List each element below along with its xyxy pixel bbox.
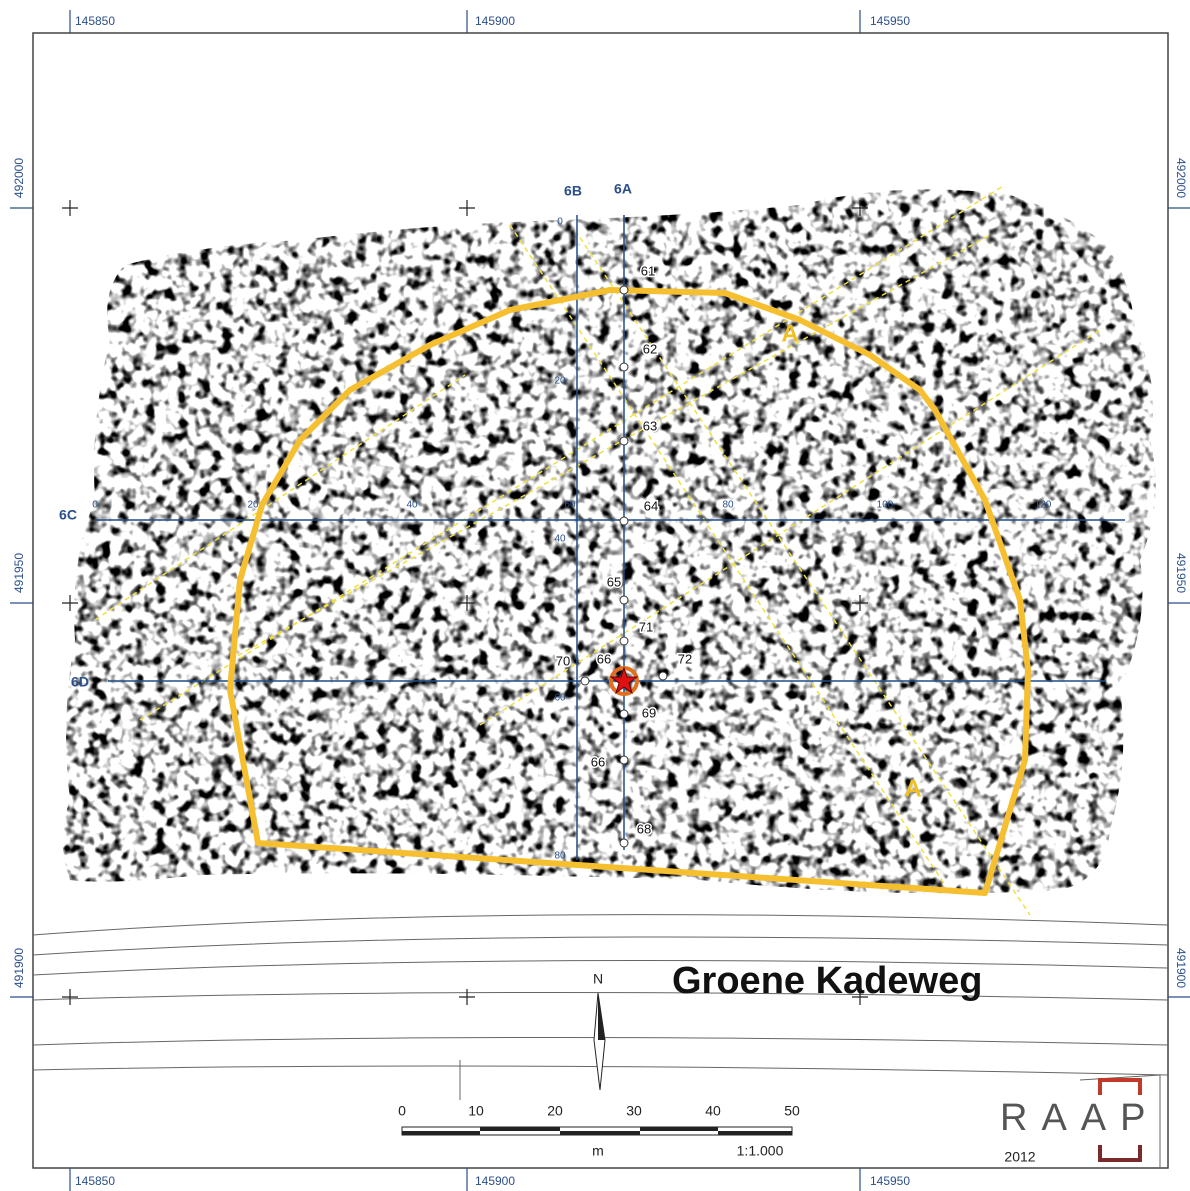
sample-point [619,595,629,605]
scale-unit: m [592,1143,604,1159]
y-coord-right: 492000 [1174,158,1188,198]
scale-tick-label: 30 [626,1103,642,1119]
x-coord-bottom: 145950 [870,1174,910,1188]
find-marker [609,666,639,696]
scale-tick-label: 0 [398,1103,406,1119]
chainage-label: 60 [564,500,576,511]
profile-label: 6C [59,507,77,523]
sample-point [619,838,629,848]
chainage-label: 100 [877,500,894,511]
point-label: 61 [641,263,655,278]
zone-label: A [781,320,798,347]
profile-label: 6A [614,181,632,197]
x-coord-top: 145900 [475,14,515,28]
y-coord-left: 491950 [12,553,26,593]
point-label: 65 [607,574,621,589]
x-coord-bottom: 145850 [75,1174,115,1188]
profile-label: 6D [71,674,89,690]
chainage-label: 120 [1035,500,1052,511]
sample-point [619,285,629,295]
scale-tick-label: 20 [547,1103,563,1119]
sample-point [619,362,629,372]
survey-area [62,189,1156,894]
grid-crosses [10,10,1190,1191]
x-coord-top: 145950 [870,14,910,28]
point-label: 72 [678,651,692,666]
chainage-label: 40 [554,534,566,545]
point-label: 64 [644,498,658,513]
profile-lines [95,215,1125,860]
scale-ratio: 1:1.000 [737,1143,784,1159]
site-boundary [227,287,1031,896]
logo-name: RAAP [1000,1097,1159,1139]
sample-point [658,671,668,681]
map-frame [32,32,1169,1169]
point-label: 62 [643,341,657,356]
chainage-label: 40 [406,500,418,511]
sample-point [619,516,629,526]
point-label: 69 [642,705,656,720]
scale-tick-label: 40 [705,1103,721,1119]
sample-point [619,636,629,646]
point-label: 63 [643,418,657,433]
north-arrow [593,992,606,1091]
scale-tick-label: 50 [784,1103,800,1119]
chainage-label: 80 [722,500,734,511]
x-coord-top: 145850 [75,14,115,28]
sample-point [619,755,629,765]
y-coord-left: 491900 [12,948,26,988]
point-label: 66 [597,651,611,666]
y-coord-right: 491950 [1174,553,1188,593]
sample-point [619,436,629,446]
point-label: 71 [639,619,653,634]
y-coord-right: 491900 [1174,948,1188,988]
sample-point [580,676,590,686]
point-label: 66 [591,754,605,769]
chainage-label: 0 [92,500,98,511]
street-name: Groene Kadeweg [672,960,982,1002]
chainage-label: 0 [557,217,563,228]
point-label: 70 [556,653,570,668]
x-coord-bottom: 145900 [475,1174,515,1188]
sample-point [619,709,629,719]
scale-bar [401,1126,793,1136]
chainage-label: 20 [247,500,259,511]
logo-year: 2012 [1004,1149,1035,1165]
y-coord-left: 492000 [12,158,26,198]
logo-mark [1098,1078,1142,1162]
chainage-label: 80 [554,851,566,862]
chainage-label: 60 [554,693,566,704]
scale-tick-label: 10 [468,1103,484,1119]
north-label: N [593,971,603,987]
zone-label: A [904,775,921,802]
anomaly-lines [94,184,1101,916]
chainage-label: 20 [554,376,566,387]
point-label: 68 [637,821,651,836]
profile-label: 6B [564,183,582,199]
